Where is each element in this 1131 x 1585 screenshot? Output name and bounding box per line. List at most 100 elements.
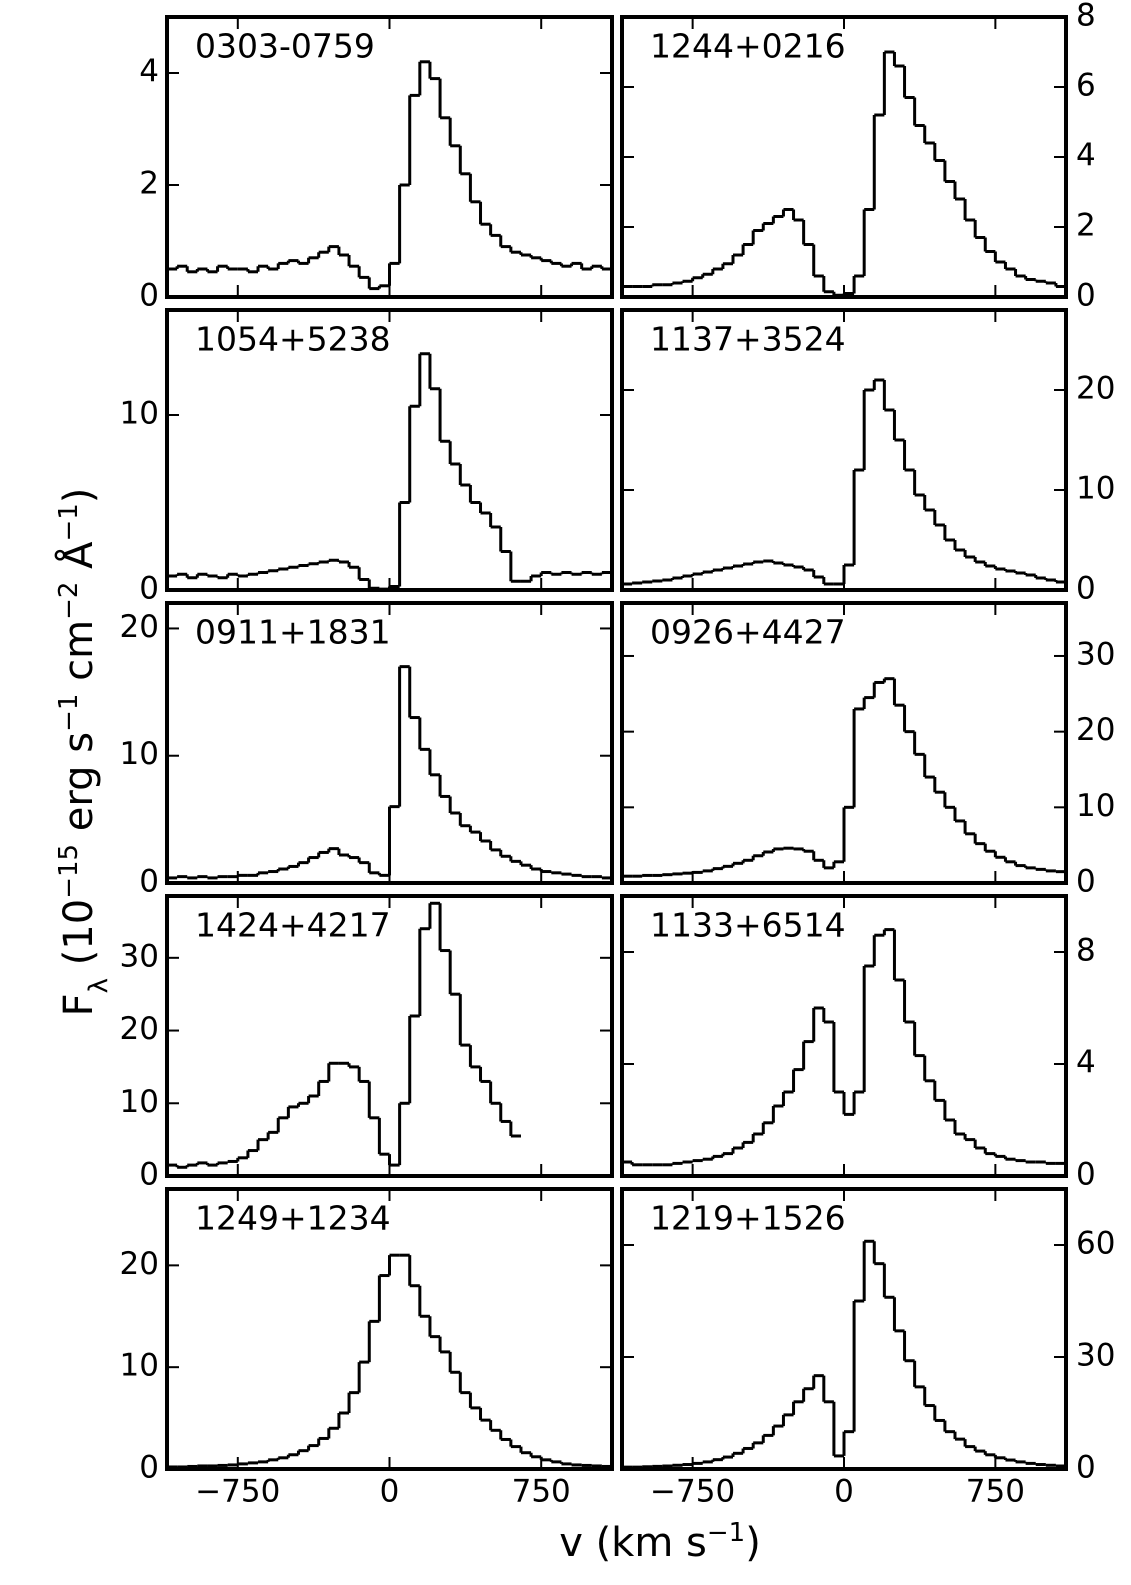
panel-title: 1244+0216	[650, 27, 846, 66]
step-connectors	[185, 1255, 604, 1467]
panel: −750 0 750 0 10 20 1249+1234	[120, 1187, 614, 1510]
y-tick-label: 4	[1076, 1045, 1096, 1081]
panel: 0 4 8 1133+6514	[620, 894, 1096, 1193]
panel-title: 1137+3524	[650, 320, 846, 359]
panel-frame	[165, 308, 614, 592]
panel: −750 0 750 0 30 60 1219+1526	[620, 1187, 1115, 1510]
plot-area	[622, 50, 1066, 297]
step-connectors	[175, 61, 604, 289]
panel-frame	[620, 894, 1068, 1178]
label-part: −15	[54, 844, 84, 899]
y-tick-label: 0	[1076, 1450, 1096, 1486]
label-part: (10	[56, 899, 102, 978]
label-part: erg s	[56, 732, 102, 844]
y-tick-label: 10	[120, 1348, 159, 1384]
y-tick-label: 30	[120, 938, 159, 974]
y-tick-label: 0	[1076, 864, 1096, 900]
label-part: F	[56, 993, 102, 1016]
plot-area	[167, 901, 521, 1169]
y-tick-label: 20	[120, 609, 159, 645]
plot-area	[167, 1253, 612, 1469]
panel: 0 10 20 0911+1831	[120, 601, 614, 900]
y-tick-label: 8	[1076, 933, 1096, 969]
x-tick-label: 0	[380, 1474, 400, 1510]
x-axis-label: v (km s−1)	[559, 1518, 761, 1566]
y-tick-label: 10	[1076, 788, 1115, 824]
plot-area	[167, 60, 612, 291]
y-tick-label: 10	[120, 396, 159, 432]
y-tick-label: 0	[1076, 278, 1096, 314]
label-part: )	[745, 1520, 761, 1566]
panel: 0 2 4 0303-0759	[139, 15, 614, 314]
label-part: )	[56, 488, 102, 504]
y-tick-label: 60	[1076, 1226, 1115, 1262]
plot-area	[622, 928, 1066, 1167]
y-tick-label: 0	[1076, 571, 1096, 607]
step-connectors	[175, 353, 604, 590]
label-part: Å	[54, 541, 102, 582]
y-tick-label: 10	[120, 1084, 159, 1120]
panel-frame	[165, 15, 614, 299]
panel-title: 0926+4427	[650, 613, 846, 652]
panel-title: 0911+1831	[195, 613, 391, 652]
y-tick-label: 30	[1076, 1338, 1115, 1374]
y-tick-label: 4	[1076, 138, 1096, 174]
panel-title: 1133+6514	[650, 906, 846, 945]
x-tick-label: 0	[834, 1474, 854, 1510]
y-axis-label: Fλ (10−15 erg s−1 cm−2 Å−1)	[54, 488, 114, 1017]
x-tick-label: −750	[650, 1474, 735, 1510]
panel: 0 10 20 30 0926+4427	[620, 601, 1115, 900]
panel-title: 0303-0759	[195, 27, 375, 66]
panel-frame	[620, 601, 1068, 885]
label-part: −1	[707, 1518, 745, 1548]
plot-area	[622, 378, 1066, 586]
y-tick-label: 8	[1076, 0, 1096, 34]
label-part: λ	[84, 978, 114, 993]
panel-title: 1054+5238	[195, 320, 391, 359]
y-tick-label: 30	[1076, 636, 1115, 672]
y-tick-label: 6	[1076, 68, 1096, 104]
x-tick-label: −750	[195, 1474, 280, 1510]
y-tick-label: 20	[1076, 712, 1115, 748]
y-tick-label: 0	[139, 278, 159, 314]
y-tick-label: 20	[1076, 371, 1115, 407]
y-tick-label: 0	[139, 1157, 159, 1193]
step-connectors	[175, 903, 513, 1168]
y-tick-label: 20	[120, 1011, 159, 1047]
y-tick-label: 20	[120, 1246, 159, 1282]
plot-area	[622, 1239, 1066, 1469]
y-tick-label: 2	[1076, 208, 1096, 244]
step-connectors	[650, 52, 1058, 296]
plot-area	[622, 677, 1066, 878]
y-tick-label: 10	[120, 736, 159, 772]
step-connectors	[640, 1241, 1058, 1468]
panel-frame	[165, 894, 614, 1178]
y-tick-label: 0	[139, 1450, 159, 1486]
panel: 0 10 1054+5238	[120, 308, 614, 607]
plot-area	[167, 352, 612, 590]
label-part: cm	[56, 620, 102, 694]
label-part: −1	[54, 503, 84, 541]
panel: 0 10 20 1137+3524	[620, 308, 1115, 607]
step-connectors	[640, 678, 1058, 877]
panel-title: 1249+1234	[195, 1199, 391, 1238]
panel: 0 2 4 6 8 1244+0216	[620, 0, 1096, 314]
step-connectors	[175, 666, 604, 878]
panel-frame	[620, 15, 1068, 299]
panel: 0 10 20 30 1424+4217	[120, 894, 614, 1193]
y-tick-label: 2	[139, 166, 159, 202]
y-tick-label: 4	[139, 54, 159, 90]
panel-title: 1424+4217	[195, 906, 391, 945]
x-tick-label: 750	[966, 1474, 1025, 1510]
panel-frame	[620, 1187, 1068, 1471]
x-tick-label: 750	[512, 1474, 571, 1510]
y-tick-label: 0	[139, 864, 159, 900]
panel-title: 1219+1526	[650, 1199, 846, 1238]
y-tick-label: 0	[139, 571, 159, 607]
label-part: v (km s	[559, 1520, 707, 1566]
plot-area	[167, 665, 612, 880]
panel-frame	[165, 601, 614, 885]
label-part: −1	[54, 694, 84, 732]
